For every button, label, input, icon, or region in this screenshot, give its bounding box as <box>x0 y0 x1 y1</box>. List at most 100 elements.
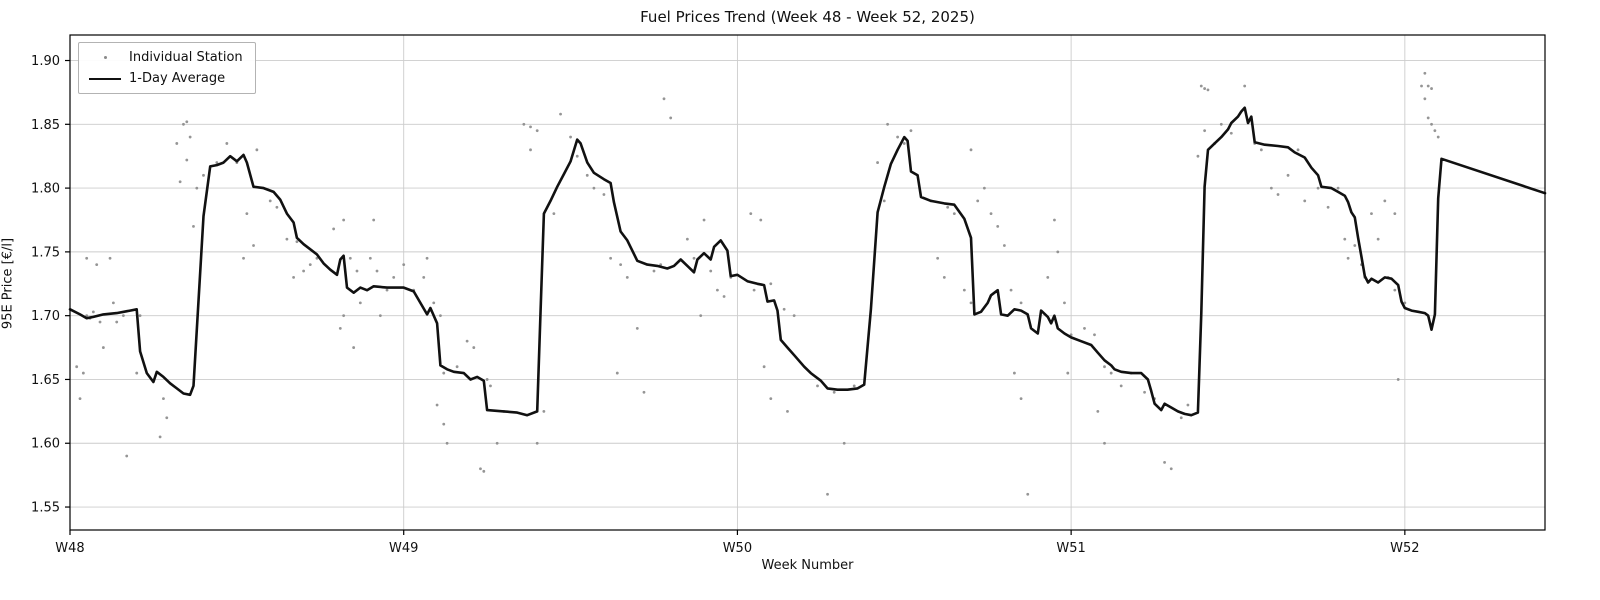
station-point <box>368 256 372 260</box>
station-point <box>1019 397 1023 400</box>
station-point <box>1336 186 1340 190</box>
station-point <box>442 371 446 375</box>
x-tick-label: W52 <box>1390 541 1419 556</box>
station-point <box>1346 256 1350 260</box>
station-point <box>662 97 666 101</box>
station-point <box>402 263 406 267</box>
legend-label-individual-station: Individual Station <box>129 50 243 65</box>
station-point <box>1186 403 1190 407</box>
station-point <box>1103 365 1106 369</box>
station-point <box>425 256 429 260</box>
station-point <box>1393 288 1397 292</box>
station-point <box>185 158 189 162</box>
station-point <box>355 269 359 273</box>
y-tick-label: 1.55 <box>31 501 60 516</box>
station-point <box>422 275 426 279</box>
legend-item-individual-station: Individual Station <box>89 50 243 65</box>
station-point <box>125 454 129 458</box>
station-point <box>1326 205 1330 209</box>
station-point <box>759 218 763 222</box>
station-point <box>792 314 796 318</box>
station-point <box>465 339 469 343</box>
station-point <box>522 122 526 126</box>
station-point <box>338 327 342 330</box>
station-point <box>699 314 703 318</box>
station-point <box>252 244 255 247</box>
x-tick-label: W48 <box>55 541 84 556</box>
station-point <box>592 186 596 190</box>
station-point <box>752 288 756 292</box>
station-point <box>1229 131 1233 135</box>
station-point <box>1083 327 1086 330</box>
station-point <box>1013 371 1016 375</box>
station-point <box>308 263 312 267</box>
station-point <box>882 199 886 203</box>
station-point <box>876 161 879 164</box>
station-point <box>886 122 889 126</box>
station-point <box>192 224 195 228</box>
station-point <box>98 320 102 324</box>
station-point <box>1196 154 1200 158</box>
station-point <box>782 307 786 311</box>
y-tick-label: 1.90 <box>31 54 60 69</box>
station-point <box>121 314 125 318</box>
station-point <box>702 218 706 222</box>
station-point <box>285 237 289 241</box>
station-point <box>185 120 189 124</box>
station-point <box>909 129 913 133</box>
station-point <box>455 365 459 369</box>
station-point <box>1219 122 1223 126</box>
station-point <box>495 441 499 445</box>
station-point <box>268 199 272 203</box>
station-point <box>1009 288 1013 292</box>
station-point <box>936 256 940 260</box>
station-point <box>852 384 856 388</box>
station-point <box>1103 441 1106 445</box>
station-point <box>1093 333 1096 337</box>
station-point <box>95 263 99 267</box>
legend-label-1day-average: 1-Day Average <box>129 71 226 86</box>
station-point <box>1269 186 1273 190</box>
station-point <box>78 397 82 400</box>
station-point <box>585 173 589 177</box>
station-point <box>952 212 956 216</box>
station-point <box>1243 84 1247 88</box>
station-point <box>762 365 766 369</box>
station-point <box>769 397 773 400</box>
station-point <box>615 371 619 375</box>
station-point <box>1430 122 1433 126</box>
station-point <box>816 384 819 388</box>
station-point <box>685 237 689 241</box>
station-point <box>559 112 562 116</box>
station-point <box>1420 84 1423 88</box>
station-point <box>1169 467 1173 471</box>
station-point <box>1109 371 1113 375</box>
station-point <box>1423 97 1427 101</box>
station-point <box>225 142 229 145</box>
station-point <box>378 314 382 318</box>
station-point <box>722 295 726 298</box>
station-point <box>1119 384 1123 388</box>
station-point <box>1430 87 1433 90</box>
station-point <box>692 256 696 260</box>
station-point <box>575 154 579 158</box>
station-point <box>158 435 162 439</box>
station-point <box>529 148 532 152</box>
y-tick-label: 1.60 <box>31 437 60 452</box>
y-tick-label: 1.75 <box>31 245 60 260</box>
station-point <box>942 275 946 279</box>
station-point <box>1383 199 1387 203</box>
station-point <box>1376 237 1380 241</box>
station-point <box>375 269 379 273</box>
station-point <box>1353 244 1357 247</box>
station-point <box>1203 129 1207 133</box>
station-point <box>392 275 396 279</box>
station-point <box>202 173 205 177</box>
station-point <box>435 403 439 407</box>
station-point <box>1199 84 1203 88</box>
station-point <box>439 314 442 318</box>
station-point <box>1433 129 1437 133</box>
station-point <box>1426 116 1430 120</box>
station-point <box>165 416 169 420</box>
station-point <box>1259 148 1263 152</box>
